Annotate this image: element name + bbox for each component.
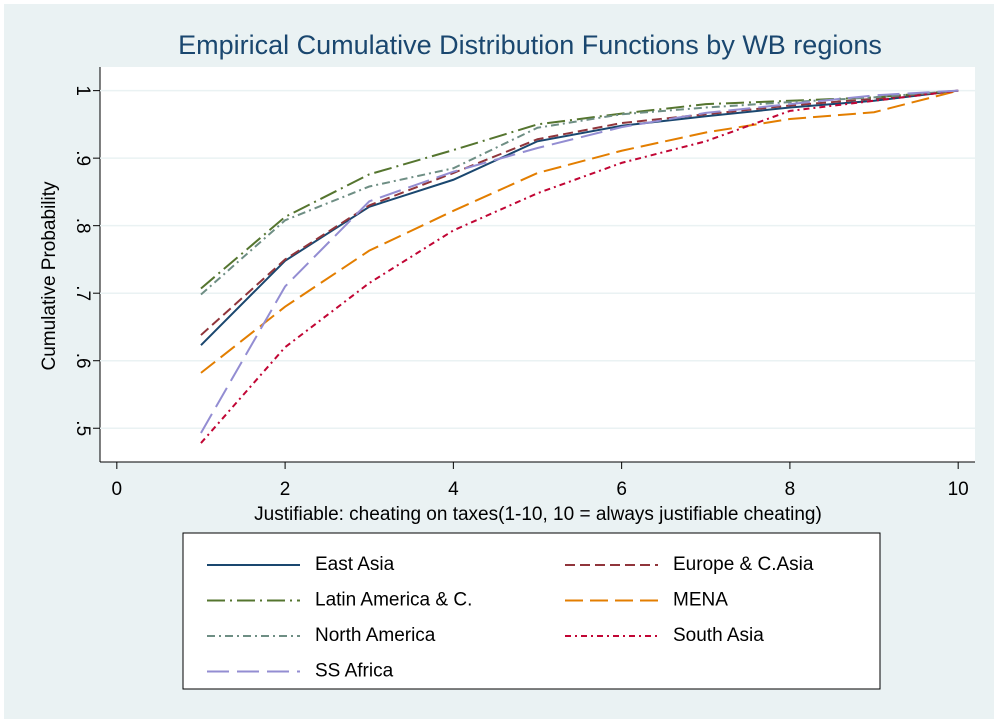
y-tick-label: .9	[72, 150, 93, 166]
legend-label: North America	[315, 625, 436, 646]
legend-label: Europe & C.Asia	[673, 554, 814, 575]
y-tick-label: .8	[72, 218, 93, 234]
plot-area	[100, 67, 975, 462]
y-tick-label: .6	[72, 353, 93, 369]
series-line	[200, 89, 959, 434]
series-line	[200, 89, 959, 374]
legend-label: South Asia	[673, 625, 764, 646]
legend-label: East Asia	[315, 554, 395, 575]
y-tick-label: .5	[72, 420, 93, 436]
legend-label: SS Africa	[315, 661, 394, 682]
x-tick-label: 8	[785, 479, 796, 500]
x-tick-label: 2	[280, 479, 291, 500]
legend	[182, 532, 881, 690]
x-tick-label: 10	[948, 479, 969, 500]
x-tick-label: 4	[448, 479, 459, 500]
y-axis-label: Cumulative Probability	[39, 181, 60, 371]
y-tick-label: .7	[72, 285, 93, 301]
x-axis-label: Justifiable: cheating on taxes(1-10, 10 …	[254, 504, 822, 525]
x-tick-label: 0	[112, 479, 123, 500]
legend-label: MENA	[673, 590, 728, 611]
x-tick-label: 6	[616, 479, 627, 500]
y-tick-label: 1	[72, 85, 93, 96]
series-line	[200, 89, 959, 336]
legend-label: Latin America & C.	[315, 590, 472, 611]
series-line	[200, 89, 959, 346]
series-line	[200, 89, 959, 444]
chart-title: Empirical Cumulative Distribution Functi…	[178, 30, 882, 60]
